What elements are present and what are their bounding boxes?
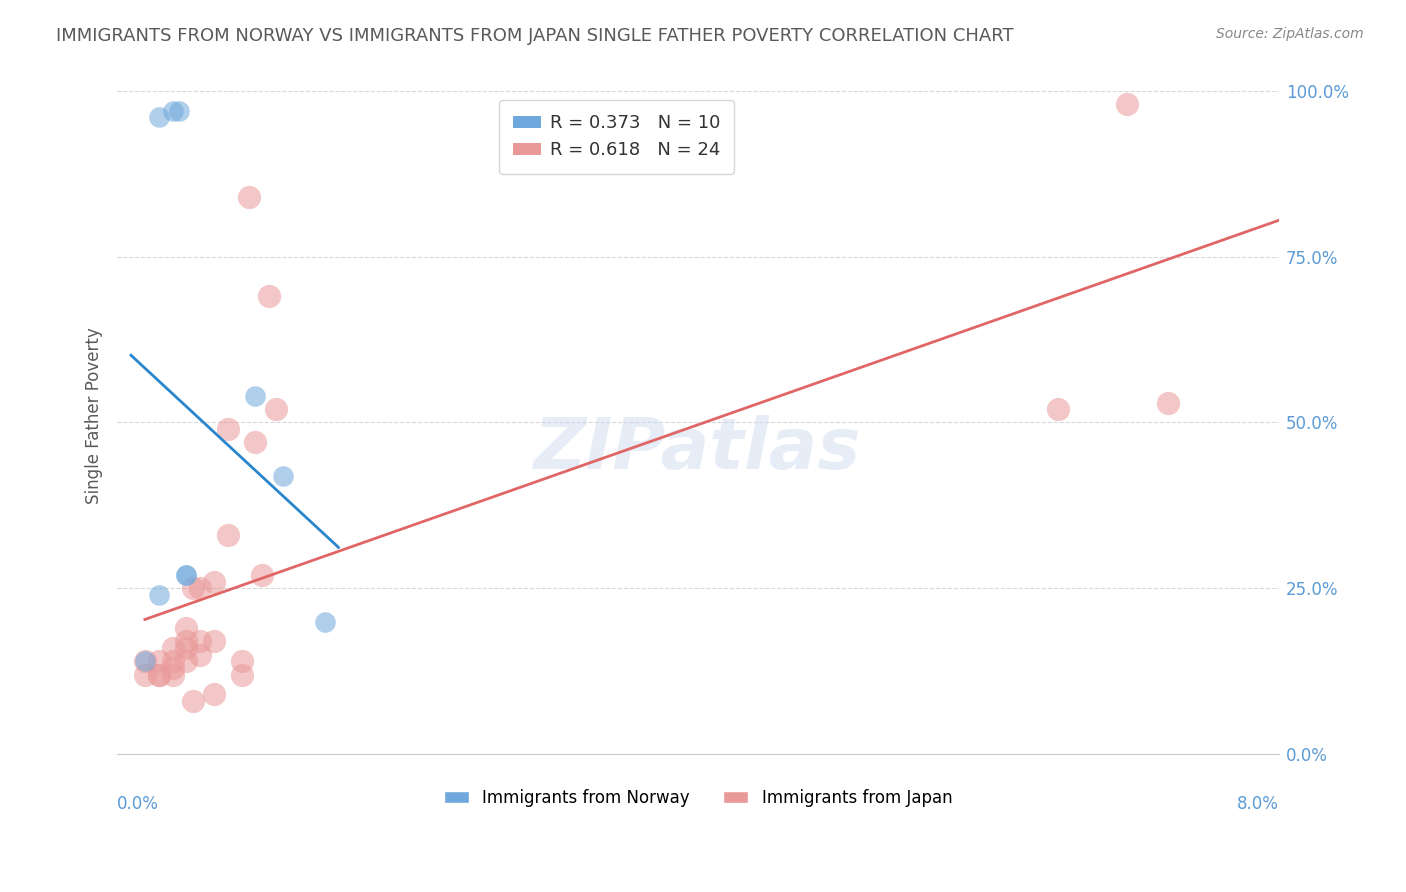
Point: [231, 667, 253, 681]
Point: [176, 641, 198, 656]
Y-axis label: Single Father Poverty: Single Father Poverty: [86, 327, 103, 504]
Point: [271, 468, 294, 483]
Point: [264, 402, 287, 417]
Point: [217, 528, 239, 542]
Point: [1046, 402, 1069, 417]
Point: [238, 190, 260, 204]
Point: [148, 654, 170, 668]
Point: [134, 654, 156, 668]
Point: [202, 574, 225, 589]
Point: [181, 694, 204, 708]
Point: [176, 568, 198, 582]
Point: [162, 654, 184, 668]
Point: [162, 103, 184, 118]
Point: [314, 615, 336, 629]
Point: [134, 667, 156, 681]
Point: [162, 641, 184, 656]
Point: [134, 654, 156, 668]
Point: [252, 568, 274, 582]
Point: [181, 582, 204, 596]
Point: [176, 634, 198, 648]
Point: [245, 435, 267, 450]
Point: [202, 688, 225, 702]
Point: [231, 654, 253, 668]
Point: [202, 634, 225, 648]
Point: [162, 667, 184, 681]
Point: [169, 103, 191, 118]
Point: [217, 422, 239, 436]
Point: [176, 621, 198, 635]
Point: [162, 661, 184, 675]
Point: [245, 389, 267, 403]
Point: [259, 289, 281, 303]
Point: [148, 667, 170, 681]
Text: IMMIGRANTS FROM NORWAY VS IMMIGRANTS FROM JAPAN SINGLE FATHER POVERTY CORRELATIO: IMMIGRANTS FROM NORWAY VS IMMIGRANTS FRO…: [56, 27, 1014, 45]
Point: [1157, 395, 1180, 409]
Legend: Immigrants from Norway, Immigrants from Japan: Immigrants from Norway, Immigrants from …: [437, 782, 959, 814]
Text: ZIPatlas: ZIPatlas: [534, 415, 862, 484]
Text: 8.0%: 8.0%: [1237, 795, 1279, 813]
Point: [188, 582, 211, 596]
Point: [176, 654, 198, 668]
Point: [188, 648, 211, 662]
Point: [1115, 97, 1137, 112]
Text: 0.0%: 0.0%: [117, 795, 159, 813]
Point: [148, 588, 170, 602]
Point: [188, 634, 211, 648]
Text: Source: ZipAtlas.com: Source: ZipAtlas.com: [1216, 27, 1364, 41]
Point: [176, 568, 198, 582]
Point: [148, 110, 170, 124]
Point: [148, 667, 170, 681]
